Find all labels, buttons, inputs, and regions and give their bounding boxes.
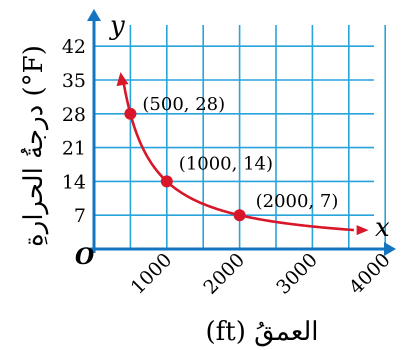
y-tick-label: 21 xyxy=(62,138,86,160)
origin-label: O xyxy=(75,244,94,270)
data-point xyxy=(160,175,173,188)
y-axis-variable: y xyxy=(109,11,125,41)
y-tick-label: 28 xyxy=(62,104,86,126)
curve-arrow-right xyxy=(356,225,369,236)
y-axis-arrow xyxy=(87,9,101,21)
data-points: (500, 28) (1000, 14) (2000, 7) xyxy=(124,94,339,222)
y-tick-label: 35 xyxy=(62,70,86,92)
data-point xyxy=(124,107,137,120)
y-tick-label: 7 xyxy=(74,205,86,227)
y-axis-title: درجةُ الحرارةِ (°F) xyxy=(19,45,49,247)
curve-arrow-left xyxy=(116,72,129,87)
data-point xyxy=(233,209,246,222)
y-tick-label: 42 xyxy=(62,36,86,58)
x-tick-label: 2000 xyxy=(199,249,249,299)
x-tick-label: 3000 xyxy=(272,249,322,299)
tick-labels: 7 14 21 28 35 42 1000 2000 3000 4000 xyxy=(62,36,395,299)
x-tick-label: 1000 xyxy=(127,249,177,299)
x-tick-label: 4000 xyxy=(345,249,395,299)
x-axis-title: (ft) العمقُ xyxy=(205,317,318,347)
data-point-label: (1000, 14) xyxy=(179,153,273,174)
x-axis-variable: x xyxy=(375,213,390,243)
y-tick-label: 14 xyxy=(62,171,86,193)
data-point-label: (500, 28) xyxy=(142,94,225,115)
data-point-label: (2000, 7) xyxy=(256,191,339,212)
grid xyxy=(94,25,387,249)
x-axis-arrow xyxy=(384,242,396,256)
axes xyxy=(87,9,396,256)
